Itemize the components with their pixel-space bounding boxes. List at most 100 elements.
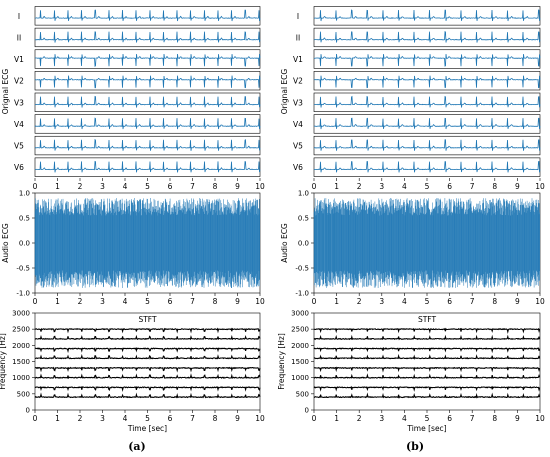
x-tick-label-ecg: 0	[312, 182, 317, 191]
lead-label-v6: V6	[293, 163, 303, 172]
stft-y-tick-label: 1500	[291, 358, 309, 366]
stft-band-line	[313, 346, 541, 354]
x-tick-label-audio: 6	[447, 297, 452, 306]
x-tick-label-ecg: 9	[235, 182, 240, 191]
audio-y-tick-label: -0.5	[16, 265, 30, 273]
stft-band-line	[34, 353, 261, 360]
ecg-y-label: Orignal ECG	[1, 69, 10, 115]
x-tick-label-stft: 3	[100, 414, 105, 423]
audio-y-tick-label: -1.0	[16, 290, 30, 298]
x-tick-label-ecg: 2	[78, 182, 83, 191]
x-tick-label-stft: 1	[334, 414, 339, 423]
stft-band-line	[313, 334, 541, 341]
stft-band-line	[34, 392, 261, 399]
stft-y-tick-label: 3000	[291, 310, 309, 318]
stft-title: STFT	[418, 315, 437, 324]
x-tick-label-ecg: 10	[535, 182, 545, 191]
audio-y-label: Audio ECG	[1, 223, 10, 263]
x-tick-label-stft: 10	[535, 414, 545, 423]
x-tick-label-audio: 4	[123, 297, 128, 306]
audio-y-tick-label: 0.5	[298, 215, 309, 223]
lead-axes-v4	[34, 114, 261, 134]
stft-band-line	[34, 334, 261, 341]
x-tick-label-stft: 8	[492, 414, 497, 423]
stft-y-tick-label: 0	[305, 407, 309, 415]
x-tick-label-ecg: 5	[425, 182, 430, 191]
lead-label-v3: V3	[293, 98, 303, 107]
x-tick-label-audio: 8	[213, 297, 218, 306]
lead-label-v5: V5	[14, 142, 24, 151]
x-tick-label-stft: 7	[190, 414, 195, 423]
stft-band-line	[34, 386, 261, 392]
x-tick-label-stft: 8	[213, 414, 218, 423]
lead-axes-v3	[313, 92, 541, 112]
x-tick-label-ecg: 6	[447, 182, 452, 191]
lead-label-v2: V2	[14, 77, 24, 86]
lead-label-v6: V6	[14, 163, 24, 172]
stft-y-tick-label: 2500	[12, 326, 30, 334]
stft-band-line	[313, 373, 541, 379]
x-tick-label-audio: 9	[515, 297, 520, 306]
lead-label-i: I	[297, 12, 299, 21]
stft-band-line	[34, 373, 261, 380]
audio-y-tick-label: 1.0	[298, 190, 309, 198]
x-tick-label-stft: 3	[379, 414, 384, 423]
stft-band-line	[34, 347, 261, 354]
x-tick-label-stft: 0	[33, 414, 38, 423]
lead-label-v2: V2	[293, 77, 303, 86]
x-tick-label-ecg: 4	[123, 182, 128, 191]
lead-axes-v6	[313, 157, 541, 177]
x-tick-label-ecg: 7	[470, 182, 475, 191]
x-tick-label-audio: 3	[100, 297, 105, 306]
lead-axes-v1	[313, 49, 541, 69]
lead-label-v5: V5	[293, 142, 303, 151]
ecg-trace-v6	[35, 160, 261, 173]
x-tick-label-audio: 4	[402, 297, 407, 306]
x-tick-label-audio: 9	[235, 297, 240, 306]
stft-y-tick-label: 0	[26, 407, 30, 415]
ecg-trace-v1	[313, 53, 541, 67]
lead-label-v1: V1	[293, 55, 303, 64]
lead-axes-ii	[34, 27, 261, 48]
x-tick-label-stft: 2	[78, 414, 83, 423]
stft-y-tick-label: 2500	[291, 326, 309, 334]
x-tick-label-stft: 7	[470, 414, 475, 423]
x-tick-label-stft: 10	[255, 414, 265, 423]
stft-y-tick-label: 500	[296, 390, 309, 398]
stft-band-line	[313, 327, 541, 334]
ecg-y-label: Orignal ECG	[280, 69, 289, 115]
x-tick-label-audio: 10	[255, 297, 265, 306]
x-tick-label-ecg: 5	[145, 182, 150, 191]
stft-y-tick-label: 500	[17, 390, 30, 398]
ecg-trace-v4	[34, 117, 261, 130]
audio-y-tick-label: -1.0	[295, 290, 309, 298]
x-tick-label-audio: 1	[55, 297, 60, 306]
x-tick-label-stft: 2	[357, 414, 362, 423]
caption-a: (a)	[128, 440, 146, 453]
stft-y-tick-label: 2000	[12, 342, 30, 350]
audio-y-tick-label: 1.0	[19, 190, 30, 198]
stft-y-tick-label: 1500	[12, 358, 30, 366]
x-tick-label-ecg: 1	[55, 182, 60, 191]
x-tick-label-ecg: 8	[213, 182, 218, 191]
lead-label-ii: II	[296, 33, 300, 42]
x-tick-label-audio: 1	[334, 297, 339, 306]
lead-axes-v4	[313, 114, 541, 134]
lead-axes-v1	[34, 49, 261, 69]
stft-y-tick-label: 3000	[12, 310, 30, 318]
stft-band-line	[34, 366, 261, 373]
lead-label-ii: II	[17, 33, 21, 42]
audio-waveform	[34, 198, 260, 288]
ecg-trace-ii	[313, 31, 541, 43]
stft-x-label: Time [sec]	[406, 424, 446, 433]
stft-band-line	[313, 353, 541, 360]
x-tick-label-ecg: 10	[255, 182, 265, 191]
x-tick-label-audio: 7	[190, 297, 195, 306]
x-tick-label-ecg: 8	[492, 182, 497, 191]
x-tick-label-stft: 9	[235, 414, 240, 423]
lead-axes-v5	[313, 135, 541, 156]
ecg-trace-v5	[313, 139, 541, 151]
x-tick-label-audio: 2	[357, 297, 362, 306]
